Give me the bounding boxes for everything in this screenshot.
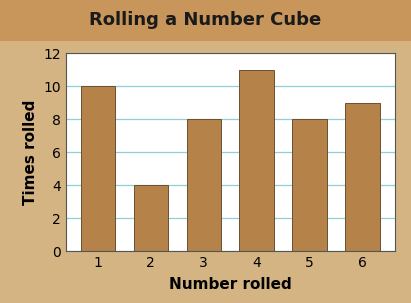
Bar xyxy=(240,70,274,251)
Bar xyxy=(134,185,168,251)
Bar xyxy=(345,103,380,251)
X-axis label: Number rolled: Number rolled xyxy=(169,277,291,292)
Bar xyxy=(292,119,327,251)
Text: Rolling a Number Cube: Rolling a Number Cube xyxy=(89,12,322,29)
Y-axis label: Times rolled: Times rolled xyxy=(23,100,38,205)
Bar xyxy=(187,119,221,251)
Bar xyxy=(81,86,115,251)
